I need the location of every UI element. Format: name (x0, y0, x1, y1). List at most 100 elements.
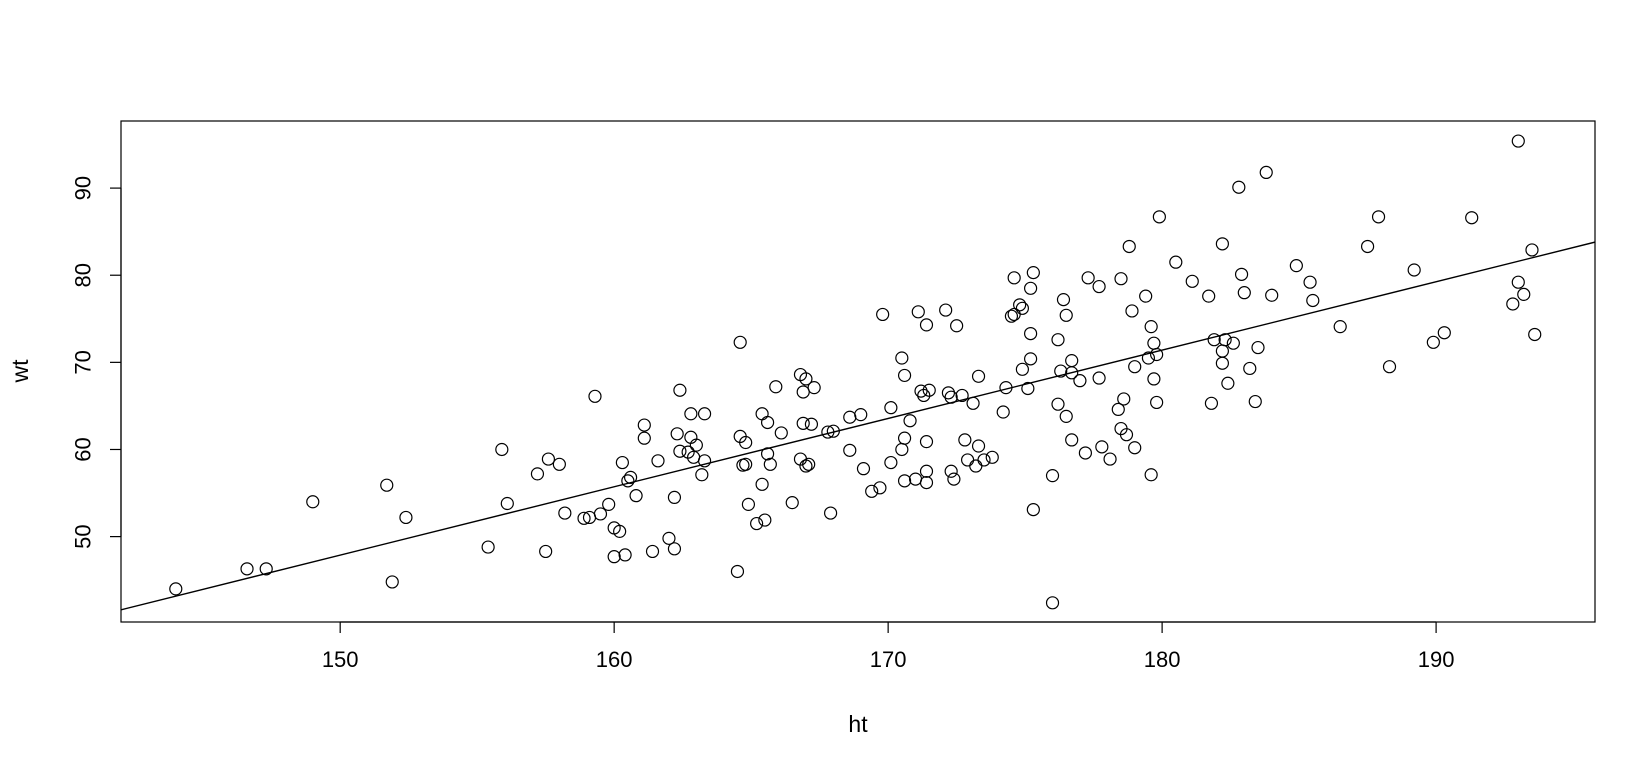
data-point (1045, 596, 1060, 610)
data-point (1073, 374, 1087, 388)
data-point (1103, 452, 1117, 466)
data-point (481, 540, 495, 554)
x-tick-label: 150 (322, 647, 359, 672)
data-point (876, 307, 890, 322)
data-points (169, 134, 1542, 610)
data-point (1528, 327, 1542, 342)
y-tick-label: 50 (71, 524, 96, 548)
data-point (919, 435, 934, 449)
data-point (613, 524, 627, 538)
data-point (919, 464, 934, 478)
x-tick-label: 170 (870, 647, 907, 672)
data-point (865, 484, 879, 498)
regression-line (121, 241, 1595, 611)
data-point (615, 455, 629, 470)
plot-frame (120, 120, 1596, 623)
y-tick-label: 70 (71, 350, 96, 374)
data-point (645, 544, 660, 559)
data-point (1371, 210, 1386, 224)
data-point (730, 564, 745, 579)
data-point (958, 433, 972, 447)
data-point (1215, 356, 1229, 370)
data-point (1059, 308, 1073, 322)
data-point (1232, 180, 1246, 194)
data-point (919, 475, 934, 490)
data-point (873, 481, 887, 495)
data-point (966, 396, 980, 410)
data-point (977, 453, 991, 467)
data-point (1125, 304, 1139, 318)
data-point (971, 439, 986, 453)
data-point (1144, 468, 1158, 482)
data-point (629, 489, 643, 503)
data-point (1382, 360, 1397, 374)
data-point (259, 562, 273, 576)
data-point (621, 474, 635, 488)
data-point (1026, 503, 1040, 517)
y-tick-label: 60 (71, 437, 96, 461)
data-point (306, 495, 320, 509)
data-point (1092, 371, 1106, 385)
data-point (971, 369, 986, 383)
data-point (1045, 469, 1060, 483)
data-point (897, 474, 912, 488)
data-point (1015, 301, 1029, 315)
data-point (1303, 275, 1317, 289)
x-tick-label: 180 (1144, 647, 1181, 672)
data-point (796, 416, 810, 430)
data-point (733, 335, 747, 349)
data-point (667, 490, 682, 505)
data-point (667, 542, 682, 556)
data-point (1128, 360, 1142, 374)
data-point (1426, 335, 1440, 349)
data-point (843, 443, 857, 457)
data-point (960, 453, 975, 467)
data-point (1078, 446, 1093, 460)
data-point (673, 383, 687, 397)
data-point (1111, 402, 1125, 417)
data-point (996, 405, 1010, 419)
data-point (897, 368, 912, 383)
data-point (1215, 344, 1229, 358)
data-point (785, 496, 799, 510)
data-point (169, 582, 183, 596)
data-point (854, 408, 868, 422)
data-point (1202, 289, 1216, 303)
data-point (1360, 239, 1375, 254)
data-point (1092, 279, 1106, 294)
data-point (1185, 274, 1199, 288)
data-point (1511, 134, 1525, 148)
data-point (541, 452, 556, 466)
data-point (1243, 361, 1257, 376)
data-point (919, 318, 934, 332)
data-point (1265, 288, 1279, 302)
data-point (495, 442, 509, 457)
data-point (1054, 364, 1068, 378)
data-point (1065, 366, 1079, 380)
data-point (673, 444, 687, 458)
data-point (922, 383, 936, 397)
data-point (1065, 354, 1079, 368)
data-point (895, 351, 909, 365)
data-point (697, 454, 712, 468)
data-point (1144, 320, 1158, 334)
data-point (593, 507, 608, 521)
data-point (755, 407, 769, 421)
data-point (1056, 293, 1071, 307)
data-point (1007, 271, 1021, 285)
data-point (908, 472, 923, 486)
data-point (1081, 271, 1095, 285)
data-point (884, 455, 898, 470)
data-point (1437, 326, 1451, 340)
data-point (799, 372, 813, 386)
y-axis-title: wt (7, 359, 33, 384)
data-point (1128, 441, 1142, 455)
data-point (1026, 266, 1040, 280)
data-point (399, 510, 413, 525)
data-point (1289, 259, 1303, 273)
data-point (1051, 397, 1065, 411)
data-point (588, 389, 602, 403)
data-point (985, 450, 999, 464)
data-point (1095, 440, 1109, 454)
data-point (602, 497, 616, 511)
